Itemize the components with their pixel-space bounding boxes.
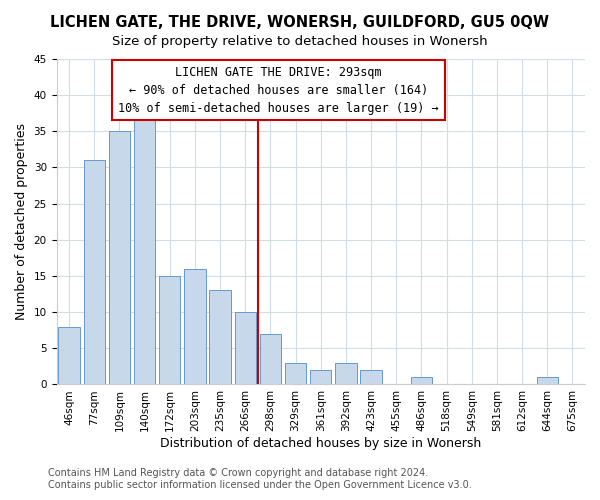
Text: LICHEN GATE THE DRIVE: 293sqm
← 90% of detached houses are smaller (164)
10% of : LICHEN GATE THE DRIVE: 293sqm ← 90% of d… (118, 66, 439, 114)
Bar (335, 363, 356, 384)
Bar (361, 370, 382, 384)
Bar (260, 334, 281, 384)
Y-axis label: Number of detached properties: Number of detached properties (15, 123, 28, 320)
Bar (285, 363, 306, 384)
Bar (83, 160, 105, 384)
Bar (536, 377, 558, 384)
Text: Contains HM Land Registry data © Crown copyright and database right 2024.
Contai: Contains HM Land Registry data © Crown c… (48, 468, 472, 490)
Bar (109, 132, 130, 384)
Bar (159, 276, 181, 384)
Bar (58, 326, 80, 384)
Bar (184, 268, 206, 384)
Bar (209, 290, 231, 384)
X-axis label: Distribution of detached houses by size in Wonersh: Distribution of detached houses by size … (160, 437, 481, 450)
Text: Size of property relative to detached houses in Wonersh: Size of property relative to detached ho… (112, 35, 488, 48)
Bar (235, 312, 256, 384)
Text: LICHEN GATE, THE DRIVE, WONERSH, GUILDFORD, GU5 0QW: LICHEN GATE, THE DRIVE, WONERSH, GUILDFO… (50, 15, 550, 30)
Bar (310, 370, 331, 384)
Bar (134, 117, 155, 384)
Bar (411, 377, 432, 384)
